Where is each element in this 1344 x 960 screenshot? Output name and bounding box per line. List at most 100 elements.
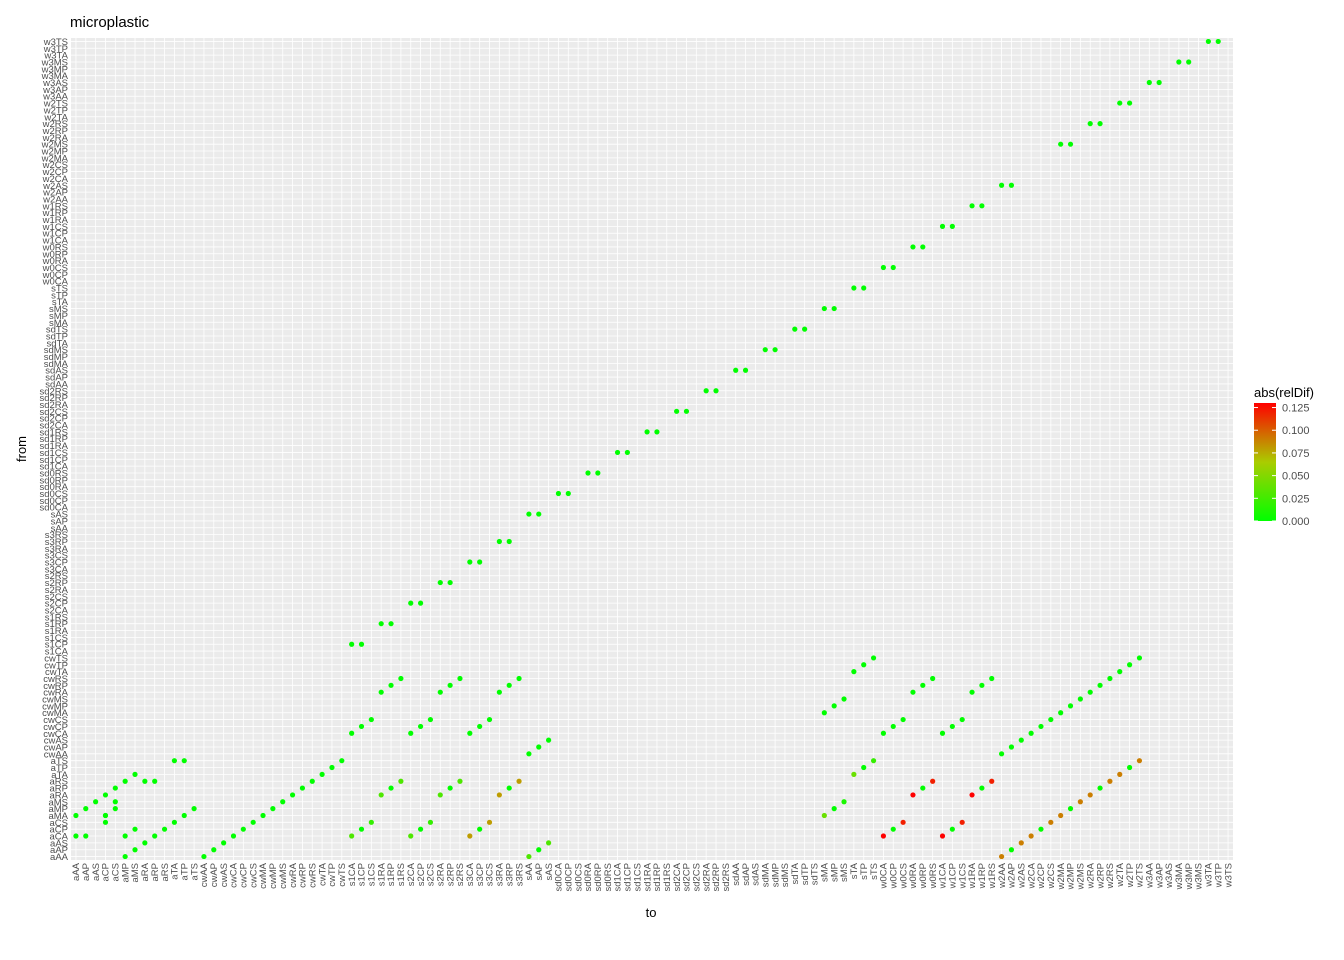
data-point	[191, 806, 197, 812]
data-point	[1097, 682, 1103, 688]
y-tick-label: s3CA	[45, 564, 69, 575]
x-tick-label: sdMP	[770, 863, 781, 887]
y-tick-label: w2TA	[43, 112, 68, 123]
data-point	[979, 203, 985, 209]
data-point	[949, 723, 955, 730]
y-tick-label: cwAP	[44, 742, 68, 753]
data-point	[1058, 812, 1064, 819]
x-tick-label: cwMS	[278, 863, 289, 889]
y-tick-label: aAA	[50, 852, 69, 863]
y-tick-label: cwTP	[44, 660, 68, 671]
data-point	[1117, 669, 1123, 675]
data-point	[861, 662, 867, 668]
y-tick-label: cwCS	[43, 715, 68, 726]
x-tick-label: w1CP	[948, 863, 959, 889]
data-point	[408, 730, 414, 736]
y-tick-label: sdAP	[45, 373, 68, 384]
y-tick-label: s2RP	[45, 578, 68, 589]
y-tick-label: sd1CS	[39, 448, 68, 459]
x-tick-label: sd1CA	[613, 862, 624, 891]
y-tick-label: w0RA	[42, 256, 69, 267]
y-tick-label: aTP	[51, 763, 68, 774]
data-point	[851, 771, 857, 777]
data-point	[989, 778, 995, 784]
x-tick-label: w1CA	[938, 862, 949, 889]
data-point	[1215, 38, 1221, 45]
x-tick-label: s2RA	[435, 862, 446, 886]
data-point	[112, 799, 118, 805]
data-point	[841, 799, 847, 805]
data-point	[1058, 141, 1064, 147]
x-tick-label: aTP	[179, 863, 190, 880]
y-tick-label: w2CS	[42, 160, 68, 171]
data-point	[1038, 723, 1044, 730]
y-tick-label: s2CA	[45, 605, 69, 616]
data-point	[398, 675, 404, 682]
y-tick-label: w3MS	[41, 57, 68, 68]
data-point	[83, 806, 89, 812]
data-point	[880, 833, 887, 839]
y-tick-label: sd0RS	[39, 468, 68, 479]
data-point	[1127, 100, 1133, 106]
x-tick-label: w2MS	[1076, 863, 1087, 890]
data-point	[1077, 696, 1083, 702]
x-tick-label: aTA	[170, 862, 181, 879]
legend-tick-label: 0.100	[1282, 425, 1310, 437]
data-point	[477, 826, 483, 832]
data-point	[910, 689, 916, 695]
x-tick-label: sd2CP	[682, 863, 693, 892]
data-point	[142, 840, 148, 846]
y-tick-label: aRA	[50, 790, 69, 801]
x-tick-label: sd1RA	[642, 862, 653, 891]
data-point	[1028, 833, 1034, 839]
data-point	[122, 778, 128, 784]
data-point	[417, 600, 424, 606]
y-tick-label: s1RA	[45, 626, 69, 637]
data-point	[437, 579, 443, 586]
y-tick-label: s3RA	[45, 544, 69, 555]
y-tick-label: w2TP	[43, 105, 68, 116]
y-tick-label: s3CP	[45, 558, 68, 569]
data-point	[1008, 847, 1015, 853]
y-tick-label: sd2CS	[39, 407, 68, 418]
y-tick-label: w3TS	[43, 37, 68, 48]
x-tick-label: cwCP	[239, 863, 250, 888]
data-point	[447, 682, 453, 688]
x-tick-label: sd0RP	[593, 863, 604, 892]
data-point	[506, 538, 512, 545]
x-tick-label: aAA	[71, 862, 82, 881]
x-tick-label: sAA	[524, 862, 535, 880]
x-tick-label: sdMA	[760, 862, 771, 887]
y-tick-label: sd0CA	[39, 503, 68, 514]
y-tick-label: w1RA	[42, 215, 69, 226]
data-point	[920, 244, 926, 250]
data-point	[1048, 819, 1054, 825]
data-point	[270, 806, 276, 812]
data-point	[1058, 710, 1064, 716]
y-tick-label: aCP	[50, 825, 68, 836]
data-point	[378, 689, 384, 695]
data-point	[870, 758, 877, 764]
data-point	[112, 806, 118, 812]
data-point	[496, 792, 502, 798]
y-tick-label: sdTS	[46, 325, 68, 336]
y-tick-label: w3MP	[41, 64, 68, 75]
data-point	[526, 511, 532, 517]
data-point	[949, 826, 955, 832]
data-point	[910, 792, 916, 798]
x-tick-label: s2CS	[426, 863, 437, 886]
x-tick-label: w2RA	[1085, 862, 1096, 889]
y-tick-label: cwMA	[42, 708, 69, 719]
data-point	[930, 778, 936, 784]
data-point	[378, 621, 384, 627]
x-tick-label: s1CP	[357, 863, 368, 886]
data-point	[595, 470, 601, 476]
color-legend: abs(relDif) 0.000 0.025 0.050 0.075 0.100 0.1…	[1254, 385, 1314, 528]
y-tick-label: s2CP	[45, 599, 68, 610]
y-tick-label: w1CP	[42, 229, 68, 240]
data-point	[181, 812, 187, 819]
y-tick-label: w0RP	[42, 249, 68, 260]
data-point	[851, 285, 857, 291]
x-tick-label: w3MA	[1174, 862, 1185, 890]
y-tick-label: sAS	[51, 510, 68, 521]
